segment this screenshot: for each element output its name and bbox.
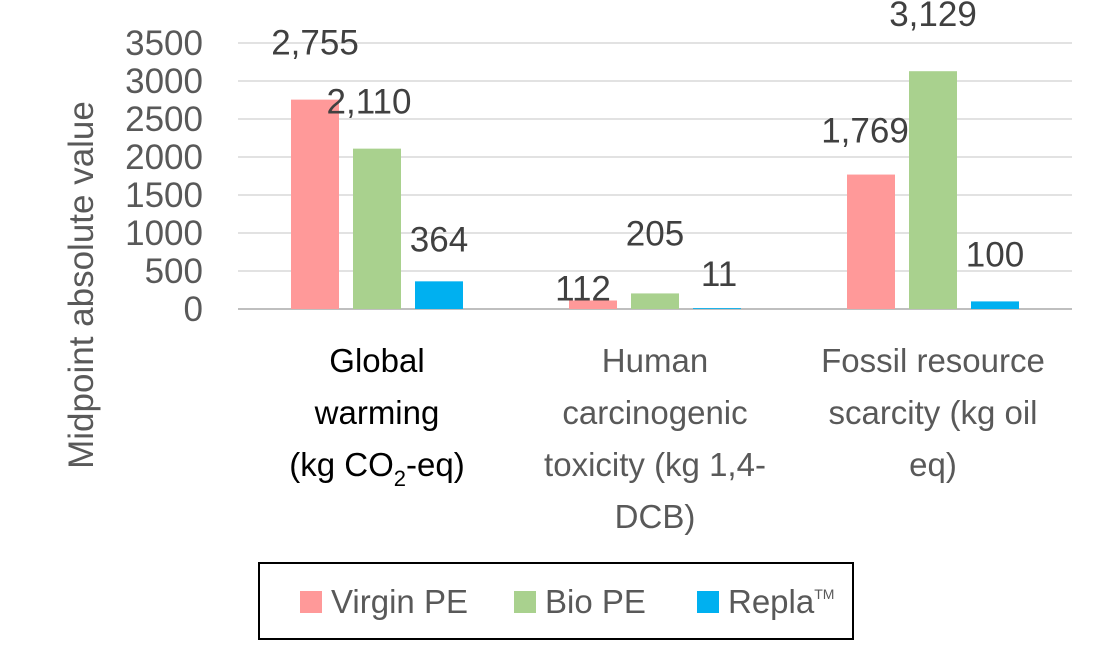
bar-virgin-pe: [569, 300, 617, 309]
bar-bio-pe: [631, 293, 679, 309]
bar-virgin-pe: [291, 99, 339, 310]
legend-label: Bio PE: [545, 583, 646, 620]
category-label: warming: [314, 394, 440, 431]
legend-label: Virgin PE: [331, 583, 468, 620]
data-label: 364: [410, 220, 468, 259]
legend-swatch: [697, 591, 719, 613]
bar-repla: [415, 281, 463, 309]
data-labels: 2,755 2,110 364 112 205 11 1,769 3,129 100: [271, 0, 1024, 308]
data-label: 2,755: [271, 24, 359, 63]
x-axis-categories: Global warming (kg CO2-eq) Human carcinogeni…: [289, 342, 1045, 535]
data-label: 205: [626, 214, 684, 253]
bar-repla: [693, 308, 741, 309]
y-tick-label: 500: [145, 252, 203, 291]
bars: [291, 71, 1019, 310]
category-label: toxicity (kg 1,4-: [544, 446, 766, 483]
bar-virgin-pe: [847, 174, 895, 309]
y-tick-label: 3500: [125, 24, 203, 63]
category-label: Human: [602, 342, 708, 379]
y-tick-label: 0: [184, 290, 203, 329]
data-label: 3,129: [889, 0, 977, 34]
data-label: 1,769: [821, 112, 909, 151]
legend-label: ReplaTM: [728, 583, 834, 620]
y-axis-title: Midpoint absolute value: [62, 101, 101, 469]
category-label: eq): [909, 446, 957, 483]
legend: Virgin PE Bio PE ReplaTM: [258, 562, 854, 640]
bar-bio-pe: [909, 71, 957, 309]
data-label: 112: [555, 269, 611, 308]
category-label: DCB): [615, 498, 696, 535]
legend-box: [258, 562, 854, 640]
bar-repla: [971, 301, 1019, 309]
y-tick-label: 2000: [125, 138, 203, 177]
y-tick-label: 3000: [125, 62, 203, 101]
y-tick-label: 1500: [125, 176, 203, 215]
legend-swatch: [300, 591, 322, 613]
data-label: 2,110: [327, 83, 412, 122]
category-unit-label: (kg CO2-eq): [289, 446, 464, 491]
bar-bio-pe: [353, 148, 401, 309]
category-label: scarcity (kg oil: [828, 394, 1037, 431]
data-label: 11: [701, 255, 737, 294]
data-label: 100: [966, 235, 1024, 274]
y-tick-label: 1000: [125, 214, 203, 253]
category-label: carcinogenic: [562, 394, 747, 431]
category-label: Global: [329, 342, 424, 379]
y-tick-label: 2500: [125, 100, 203, 139]
category-label: Fossil resource: [821, 342, 1045, 379]
legend-swatch: [514, 591, 536, 613]
